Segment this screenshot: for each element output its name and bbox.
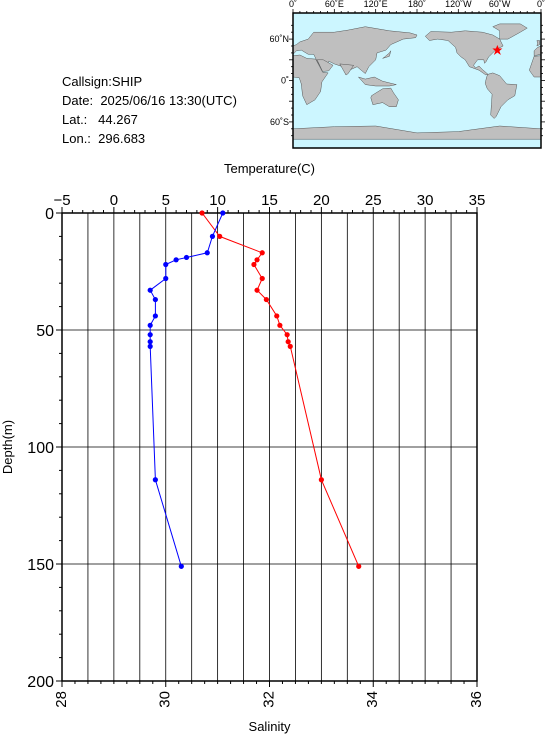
temperature-data-point xyxy=(277,322,283,328)
map-lat-label: 60˚S xyxy=(270,117,289,127)
temperature-data-point xyxy=(254,257,260,263)
land-iberia-west xyxy=(533,45,542,57)
salinity-tick-label: 36 xyxy=(468,691,485,708)
salinity-data-point xyxy=(152,313,158,319)
salinity-axis-label: Salinity xyxy=(249,719,291,734)
depth-tick-label: 150 xyxy=(27,557,54,574)
temperature-data-point xyxy=(259,250,265,256)
station-marker xyxy=(492,44,503,55)
date-line: Date: 2025/06/16 13:30(UTC) xyxy=(62,91,237,110)
temperature-data-point xyxy=(318,477,324,483)
temperature-data-point xyxy=(199,210,205,216)
world-map: 0˚ 60˚E 120˚E 180˚ 120˚W 60˚W 0˚ 60˚N 0˚ 60˚S xyxy=(269,0,545,149)
salinity-data-point xyxy=(147,287,153,293)
map-lon-label: 120˚W xyxy=(445,0,472,9)
land-antarctica xyxy=(292,125,542,140)
temperature-data-point xyxy=(274,313,280,319)
map-lon-label: 60˚W xyxy=(489,0,511,9)
map-lat-label: 60˚N xyxy=(269,34,289,44)
salinity-data-point xyxy=(152,477,158,483)
salinity-data-point xyxy=(152,296,158,303)
salinity-data-point xyxy=(147,322,153,328)
temperature-data-point xyxy=(285,339,291,345)
temperature-data-point xyxy=(259,275,265,282)
temperature-data-point xyxy=(251,261,257,268)
salinity-tick-label: 34 xyxy=(364,691,381,708)
temperature-tick-label: 15 xyxy=(261,192,278,209)
temperature-tick-label: 0 xyxy=(110,192,118,209)
temperature-data-point xyxy=(263,296,269,303)
temperature-data-point xyxy=(356,563,362,569)
temperature-tick-label: 5 xyxy=(162,192,170,209)
temperature-data-point xyxy=(287,343,293,349)
temperature-data-point xyxy=(284,332,290,338)
land-north-america xyxy=(424,30,504,76)
map-lon-label: 0˚ xyxy=(537,0,545,9)
map-lon-label: 0˚ xyxy=(289,0,297,9)
salinity-data-point xyxy=(147,343,153,349)
salinity-data-point xyxy=(173,257,179,263)
land-indonesia xyxy=(357,76,397,87)
temperature-tick-label: 25 xyxy=(365,192,382,209)
salinity-data-point xyxy=(183,254,190,261)
salinity-data-point xyxy=(209,233,216,239)
salinity-profile-line xyxy=(149,212,224,567)
land-south-america xyxy=(484,72,518,119)
salinity-tick-label: 30 xyxy=(157,691,174,708)
callsign-line: Callsign:SHIP xyxy=(62,72,237,91)
salinity-data-point xyxy=(147,332,153,338)
temperature-tick-label: 10 xyxy=(209,192,226,209)
lat-label: Lat.: xyxy=(62,112,88,127)
salinity-data-point xyxy=(163,275,169,282)
depth-axis-label: Depth(m) xyxy=(0,420,15,474)
salinity-data-point xyxy=(147,339,153,345)
date-value: 2025/06/16 13:30(UTC) xyxy=(100,93,237,108)
callsign-value: SHIP xyxy=(111,74,143,89)
date-label: Date: xyxy=(62,93,94,108)
map-lon-label: 120˚E xyxy=(364,0,388,9)
callsign-label: Callsign: xyxy=(62,74,112,89)
land-arabia xyxy=(316,59,334,72)
depth-tick-label: 200 xyxy=(27,674,54,691)
map-lon-label: 60˚E xyxy=(325,0,344,9)
temperature-axis-label: Temperature(C) xyxy=(224,161,315,176)
salinity-data-point xyxy=(204,250,210,256)
depth-tick-label: 50 xyxy=(36,323,54,340)
temperature-tick-label: 20 xyxy=(313,192,330,209)
salinity-tick-label: 28 xyxy=(53,691,70,708)
lat-line: Lat.: 44.267 xyxy=(62,110,237,129)
depth-tick-label: 100 xyxy=(27,440,54,457)
depth-tick-label: 0 xyxy=(45,206,54,223)
temperature-tick-label: 35 xyxy=(469,192,486,209)
lat-value: 44.267 xyxy=(98,112,138,127)
land-africa xyxy=(292,54,329,106)
temperature-tick-label: 30 xyxy=(417,192,434,209)
temperature-tick-label: −5 xyxy=(53,192,70,209)
salinity-data-point xyxy=(178,563,184,569)
lon-line: Lon.: 296.683 xyxy=(62,129,237,148)
temperature-profile-line xyxy=(201,212,360,567)
station-info: Callsign:SHIP Date: 2025/06/16 13:30(UTC… xyxy=(62,72,237,148)
lon-label: Lon.: xyxy=(62,131,91,146)
salinity-data-point xyxy=(163,261,169,268)
land-greenland xyxy=(492,23,528,40)
map-lat-label: 0˚ xyxy=(281,76,289,86)
land-uk xyxy=(536,40,540,47)
temperature-data-point xyxy=(217,233,223,239)
map-lon-label: 180˚ xyxy=(408,0,426,9)
land-india xyxy=(339,63,355,76)
temperature-data-point xyxy=(254,287,260,293)
land-australia xyxy=(370,87,399,107)
salinity-data-point xyxy=(220,210,226,216)
lon-value: 296.683 xyxy=(98,131,146,146)
land-japan xyxy=(382,50,392,59)
salinity-tick-label: 32 xyxy=(260,691,277,708)
